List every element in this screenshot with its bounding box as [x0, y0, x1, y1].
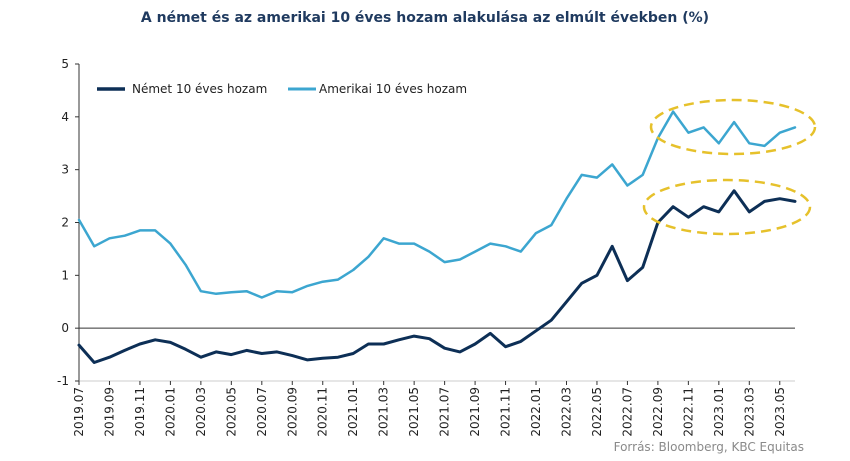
- series-line-nemet: [77, 189, 797, 364]
- highlight-ellipse-us: [649, 98, 817, 156]
- x-tick-label: 2020.11: [316, 387, 330, 437]
- x-tick-label: 2020.03: [194, 387, 208, 437]
- legend-label: Német 10 éves hozam: [132, 82, 267, 96]
- x-tick-label: 2023.03: [742, 387, 756, 437]
- x-tick-label: 2022.07: [620, 387, 634, 437]
- x-tick-label: 2020.05: [224, 387, 238, 437]
- y-tick-label: 1: [61, 268, 69, 282]
- x-tick-label: 2021.05: [407, 387, 421, 437]
- chart-title: A német és az amerikai 10 éves hozam ala…: [140, 10, 710, 26]
- x-tick-label: 2021.01: [346, 387, 360, 437]
- x-tick-label: 2020.09: [285, 387, 299, 437]
- x-tick-label: 2022.05: [590, 387, 604, 437]
- x-tick-label: 2022.09: [651, 387, 665, 437]
- x-tick-label: 2023.01: [712, 387, 726, 437]
- x-tick-label: 2022.03: [559, 387, 573, 437]
- y-tick-label: 0: [61, 321, 69, 335]
- series-line-amerikai: [77, 110, 797, 299]
- x-tick-label: 2021.09: [468, 387, 482, 437]
- y-tick-label: 5: [61, 57, 69, 71]
- x-tick-label: 2022.11: [681, 387, 695, 437]
- x-tick-label: 2019.11: [133, 387, 147, 437]
- highlight-ellipse-de: [642, 178, 812, 236]
- x-tick-label: 2020.07: [255, 387, 269, 437]
- y-tick-label: 2: [61, 216, 69, 230]
- legend-label: Amerikai 10 éves hozam: [319, 82, 467, 96]
- y-tick-label: -1: [57, 374, 69, 388]
- x-tick-label: 2019.07: [72, 387, 86, 437]
- x-tick-label: 2020.01: [163, 387, 177, 437]
- x-tick-label: 2021.03: [377, 387, 391, 437]
- y-tick-label: 3: [61, 163, 69, 177]
- x-tick-label: 2021.07: [438, 387, 452, 437]
- x-tick-label: 2021.11: [499, 387, 513, 437]
- source-note: Forrás: Bloomberg, KBC Equitas: [613, 440, 804, 454]
- x-tick-label: 2019.09: [102, 387, 116, 437]
- y-tick-label: 4: [61, 110, 69, 124]
- x-tick-label: 2022.01: [529, 387, 543, 437]
- x-tick-label: 2023.05: [773, 387, 787, 437]
